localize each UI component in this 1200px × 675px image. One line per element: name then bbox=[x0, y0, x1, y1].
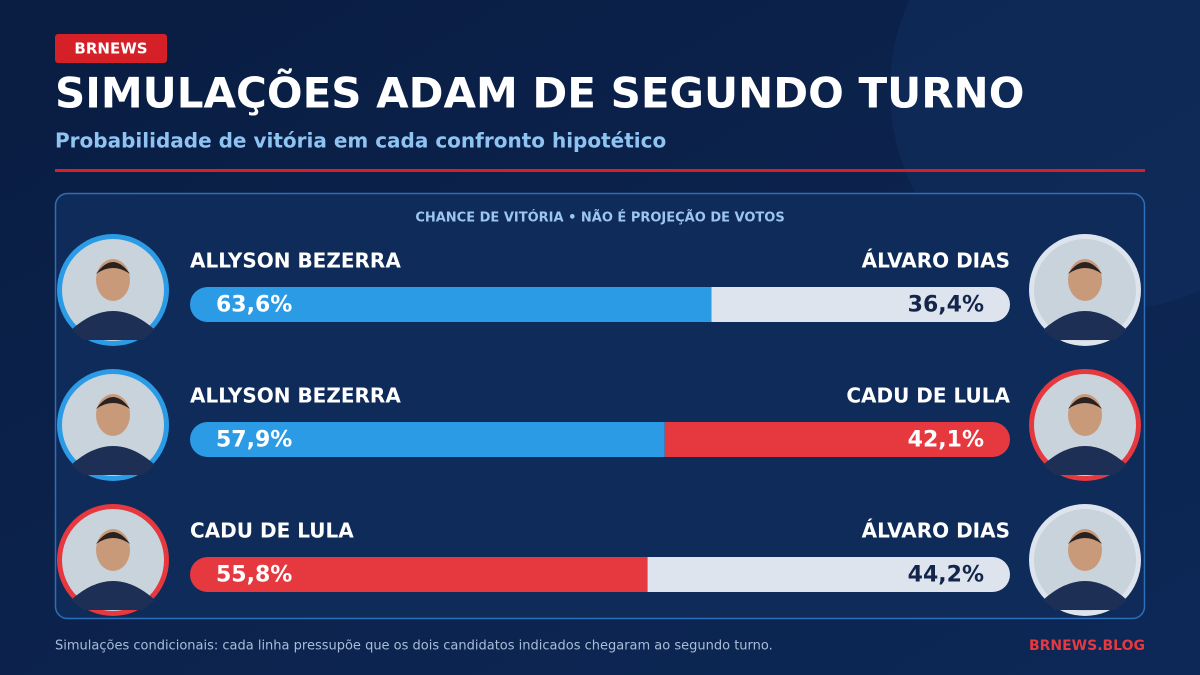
right-name: CADU DE LULA bbox=[846, 384, 1010, 408]
right-value: 42,1% bbox=[908, 428, 984, 453]
photo-hair bbox=[96, 397, 130, 409]
left-value: 55,8% bbox=[216, 563, 292, 588]
photo-body bbox=[1043, 581, 1127, 610]
right-name: ÁLVARO DIAS bbox=[862, 249, 1010, 273]
candidate-photo bbox=[57, 369, 169, 481]
photo-body bbox=[1043, 311, 1127, 340]
divider bbox=[55, 169, 1145, 172]
candidate-photo bbox=[1029, 369, 1141, 481]
photo-body bbox=[71, 446, 155, 475]
badge: BRNEWS bbox=[74, 40, 147, 58]
photo-hair bbox=[1068, 262, 1102, 274]
right-value: 36,4% bbox=[908, 293, 984, 318]
photo-body bbox=[71, 311, 155, 340]
left-value: 57,9% bbox=[216, 428, 292, 453]
badge-box bbox=[55, 34, 167, 63]
right-name: ÁLVARO DIAS bbox=[862, 519, 1010, 543]
panel-label: CHANCE DE VITÓRIA • NÃO É PROJEÇÃO DE VO… bbox=[415, 210, 784, 226]
right-segment bbox=[647, 557, 1010, 592]
title: SIMULAÇÕES ADAM DE SEGUNDO TURNO bbox=[55, 68, 1024, 118]
photo-hair bbox=[96, 532, 130, 544]
photo-hair bbox=[1068, 532, 1102, 544]
left-segment bbox=[190, 557, 648, 592]
photo-hair bbox=[96, 262, 130, 274]
candidate-photo bbox=[57, 234, 169, 346]
candidate-photo bbox=[57, 504, 169, 616]
candidate-photo bbox=[1029, 504, 1141, 616]
matchups: ALLYSON BEZERRA ÁLVARO DIAS 63,6% 36,4% ALLY… bbox=[57, 234, 1141, 616]
subtitle: Probabilidade de vitória em cada confron… bbox=[55, 129, 666, 153]
bar bbox=[190, 422, 1010, 457]
bar bbox=[190, 557, 1010, 592]
left-value: 63,6% bbox=[216, 293, 292, 318]
footnote: Simulações condicionais: cada linha pres… bbox=[55, 639, 773, 654]
right-value: 44,2% bbox=[908, 563, 984, 588]
photo-hair bbox=[1068, 397, 1102, 409]
left-name: ALLYSON BEZERRA bbox=[190, 384, 401, 408]
photo-body bbox=[1043, 446, 1127, 475]
right-segment bbox=[711, 287, 1010, 322]
left-name: CADU DE LULA bbox=[190, 519, 354, 543]
left-segment bbox=[190, 422, 665, 457]
right-segment bbox=[664, 422, 1010, 457]
candidate-photo bbox=[1029, 234, 1141, 346]
left-name: ALLYSON BEZERRA bbox=[190, 249, 401, 273]
photo-body bbox=[71, 581, 155, 610]
bar bbox=[190, 287, 1010, 322]
left-segment bbox=[190, 287, 712, 322]
source: BRNEWS.BLOG bbox=[1029, 638, 1145, 654]
